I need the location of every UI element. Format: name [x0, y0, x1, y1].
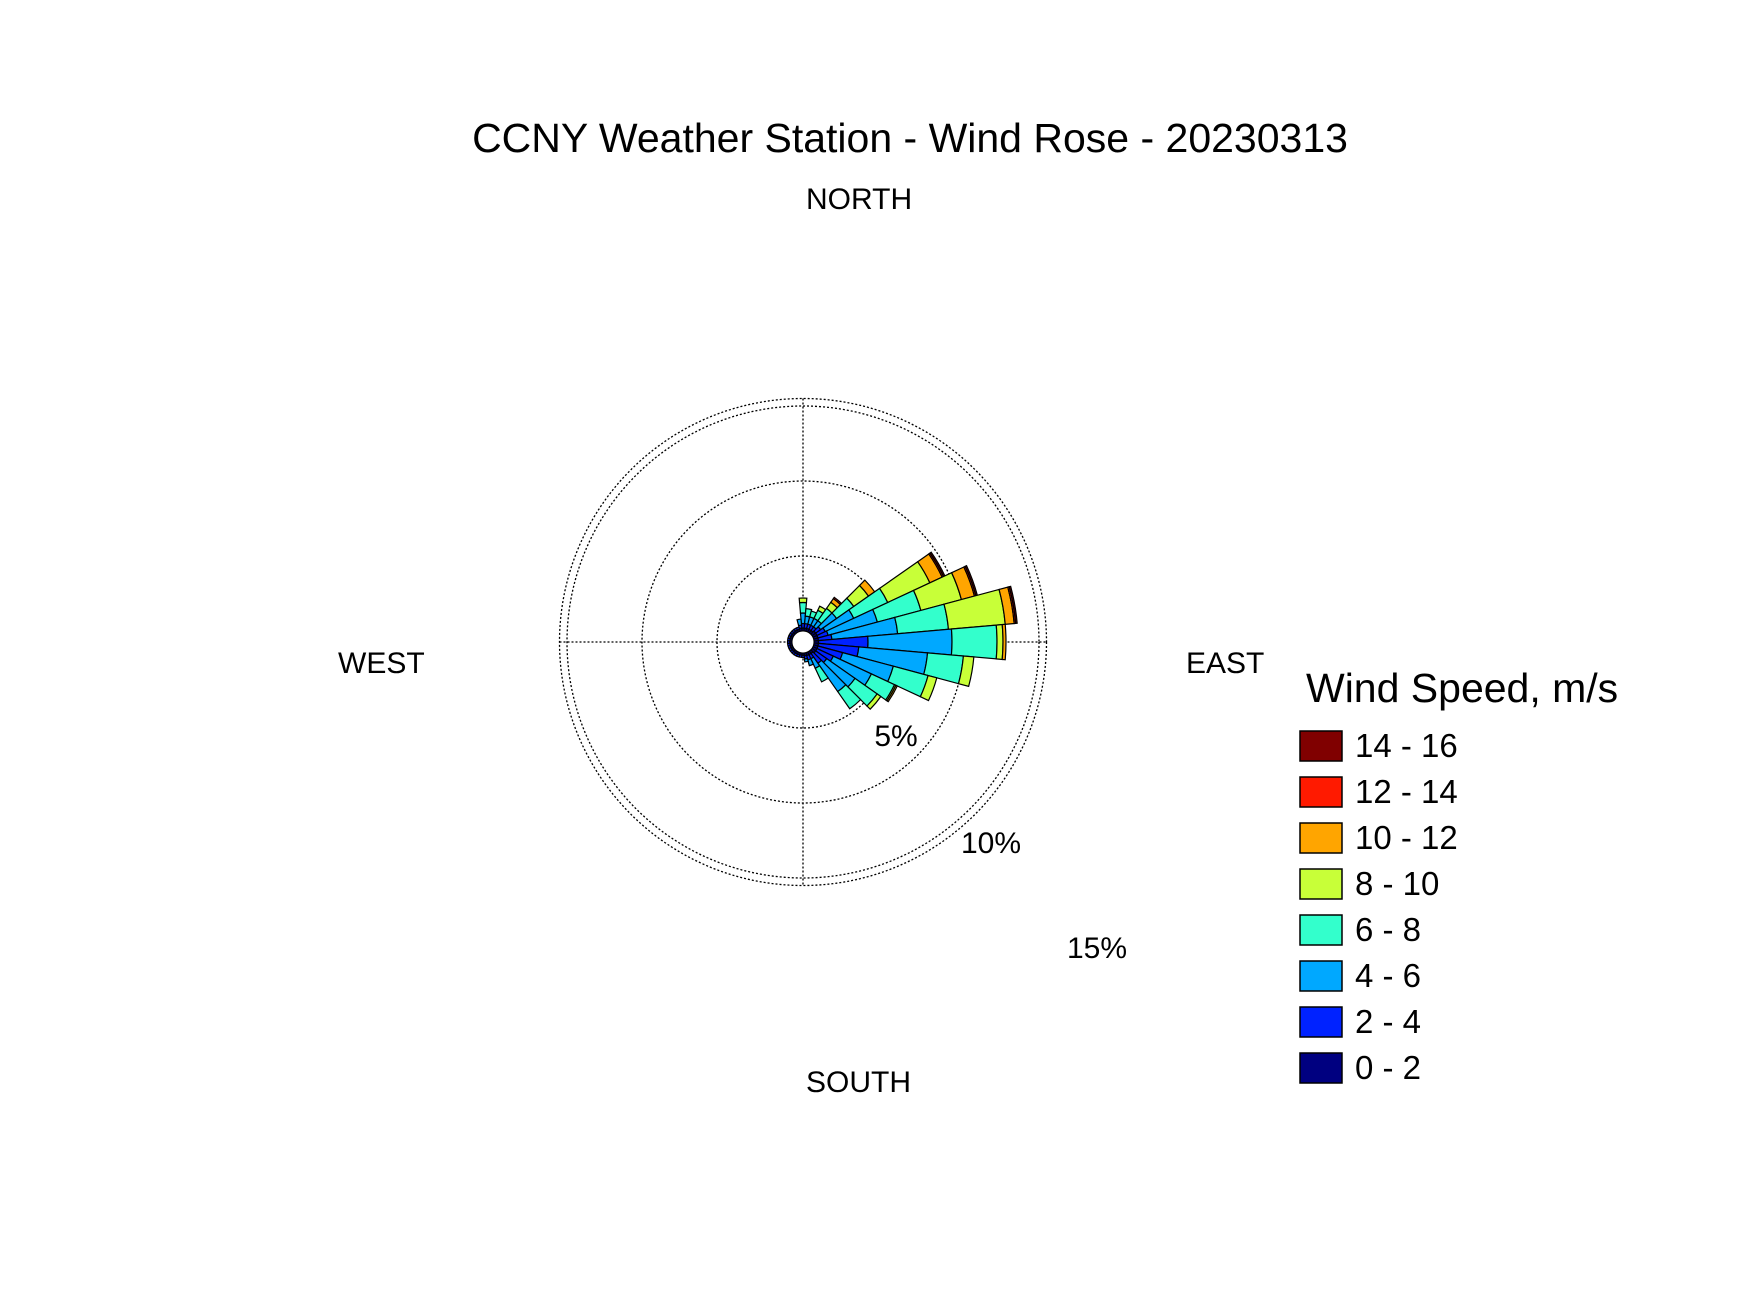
legend-title: Wind Speed, m/s — [1306, 665, 1618, 711]
sector-bar-90-bin-3 — [950, 624, 998, 660]
sector-bar-350-bin-2 — [796, 618, 803, 627]
grid-circle — [566, 405, 1040, 879]
legend-swatch — [1299, 960, 1343, 992]
legend-swatch — [1299, 914, 1343, 946]
direction-label-south: SOUTH — [806, 1066, 911, 1099]
calm-center-circle — [791, 630, 815, 654]
sector-bar-140-bin-3 — [836, 683, 862, 710]
sector-bar-100-bin-4 — [957, 655, 975, 688]
legend-swatch — [1299, 730, 1343, 762]
chart-title: CCNY Weather Station - Wind Rose - 20230… — [472, 115, 1348, 161]
legend-swatch — [1299, 1052, 1343, 1084]
legend-label: 10 - 12 — [1355, 819, 1458, 856]
sector-bar-110-bin-4 — [919, 674, 938, 702]
direction-label-north: NORTH — [806, 183, 912, 216]
sector-bar-130-bin-4 — [866, 693, 882, 711]
sector-bar-160-bin-2 — [807, 657, 815, 667]
legend-swatch — [1299, 822, 1343, 854]
legend-items: 14 - 16 12 - 14 10 - 12 8 - 10 6 - 8 4 - 6 2 -… — [1299, 727, 1458, 1086]
sector-bar-90-bin-5 — [1001, 623, 1007, 661]
legend-label: 0 - 2 — [1355, 1049, 1421, 1086]
legend-label: 2 - 4 — [1355, 1003, 1421, 1040]
sector-bar-150-bin-3 — [814, 664, 830, 683]
legend-label: 14 - 16 — [1355, 727, 1458, 764]
legend-label: 4 - 6 — [1355, 957, 1421, 994]
legend-label: 12 - 14 — [1355, 773, 1458, 810]
radial-tick-label-10: 10% — [961, 827, 1021, 860]
legend-label: 6 - 8 — [1355, 911, 1421, 948]
direction-label-east: EAST — [1186, 647, 1264, 680]
sector-bar-80-bin-7 — [1008, 585, 1018, 625]
sector-bar-170-bin-2 — [803, 657, 809, 663]
direction-label-west: WEST — [338, 647, 425, 680]
legend-swatch — [1299, 776, 1343, 808]
sector-bar-0-bin-4 — [798, 597, 808, 604]
legend-swatch — [1299, 868, 1343, 900]
sector-bar-120-bin-5 — [886, 684, 899, 703]
sector-bars — [786, 551, 1018, 711]
sector-bar-90-bin-4 — [995, 623, 1004, 661]
radial-tick-label-15: 15% — [1067, 932, 1127, 965]
legend: Wind Speed, m/s 14 - 16 12 - 14 10 - 12 8 -… — [1299, 665, 1618, 1086]
radial-tick-label-5: 5% — [874, 720, 917, 753]
legend-label: 8 - 10 — [1355, 865, 1439, 902]
legend-swatch — [1299, 1006, 1343, 1038]
